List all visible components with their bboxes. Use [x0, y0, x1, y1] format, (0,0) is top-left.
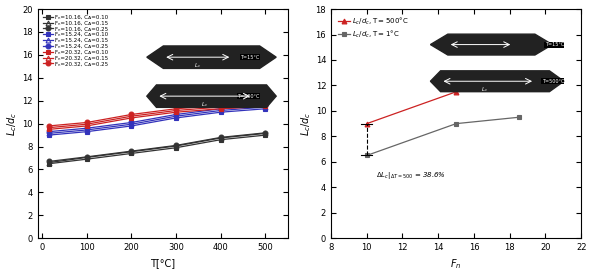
Line: Fₙ=10.16, Cᴀ=0.10: Fₙ=10.16, Cᴀ=0.10 [46, 133, 268, 166]
Fₙ=15.24, Cᴀ=0.15 [45, 132, 52, 135]
Fₙ=10.16, Cᴀ=0.10 [45, 162, 52, 165]
Fₙ=15.24, Cᴀ=0.25 [173, 113, 180, 116]
Fₙ=20.32, Cᴀ=0.25 [217, 104, 224, 107]
$L_c/d_c$, T= 500°C [363, 122, 370, 125]
X-axis label: $F_n$: $F_n$ [451, 258, 462, 271]
Fₙ=20.32, Cᴀ=0.15 [262, 102, 269, 106]
Fₙ=10.16, Cᴀ=0.10 [262, 134, 269, 137]
Line: Fₙ=20.32, Cᴀ=0.10: Fₙ=20.32, Cᴀ=0.10 [46, 104, 268, 132]
Legend: $L_c/d_c$, T= 500°C, $L_c/d_c$, T= 1°C: $L_c/d_c$, T= 500°C, $L_c/d_c$, T= 1°C [337, 15, 410, 40]
$L_c/d_c$, T= 500°C [515, 84, 522, 87]
Fₙ=20.32, Cᴀ=0.25 [173, 107, 180, 111]
Fₙ=10.16, Cᴀ=0.15 [217, 136, 224, 140]
Line: $L_c/d_c$, T= 1°C: $L_c/d_c$, T= 1°C [364, 115, 521, 158]
Fₙ=15.24, Cᴀ=0.25 [128, 121, 135, 124]
$L_c/d_c$, T= 1°C [452, 122, 459, 125]
Fₙ=10.16, Cᴀ=0.15 [262, 132, 269, 135]
Fₙ=10.16, Cᴀ=0.10 [83, 158, 91, 161]
Fₙ=20.32, Cᴀ=0.10 [128, 116, 135, 120]
Fₙ=15.24, Cᴀ=0.10 [83, 130, 91, 133]
Fₙ=15.24, Cᴀ=0.25 [262, 104, 269, 107]
Fₙ=10.16, Cᴀ=0.25 [45, 160, 52, 163]
Fₙ=15.24, Cᴀ=0.25 [83, 127, 91, 130]
Y-axis label: $L_c/d_c$: $L_c/d_c$ [299, 111, 313, 136]
Fₙ=10.16, Cᴀ=0.25 [83, 155, 91, 158]
Fₙ=10.16, Cᴀ=0.25 [262, 131, 269, 134]
Fₙ=10.16, Cᴀ=0.15 [45, 161, 52, 164]
Fₙ=15.24, Cᴀ=0.15 [262, 105, 269, 109]
Line: Fₙ=15.24, Cᴀ=0.25: Fₙ=15.24, Cᴀ=0.25 [46, 103, 268, 134]
Fₙ=20.32, Cᴀ=0.10 [173, 111, 180, 114]
Line: Fₙ=20.32, Cᴀ=0.15: Fₙ=20.32, Cᴀ=0.15 [46, 102, 268, 130]
Fₙ=15.24, Cᴀ=0.15 [173, 114, 180, 118]
Line: Fₙ=10.16, Cᴀ=0.25: Fₙ=10.16, Cᴀ=0.25 [46, 130, 268, 164]
Fₙ=20.32, Cᴀ=0.15 [45, 126, 52, 129]
Fₙ=15.24, Cᴀ=0.10 [173, 116, 180, 120]
Fₙ=20.32, Cᴀ=0.25 [83, 121, 91, 124]
$L_c/d_c$, T= 1°C [515, 116, 522, 119]
Y-axis label: $L_c/d_c$: $L_c/d_c$ [5, 111, 20, 136]
Fₙ=15.24, Cᴀ=0.10 [262, 107, 269, 111]
Line: Fₙ=20.32, Cᴀ=0.25: Fₙ=20.32, Cᴀ=0.25 [46, 98, 268, 128]
Text: $\Delta L_c|_{\Delta T=500}$ = 38.6%: $\Delta L_c|_{\Delta T=500}$ = 38.6% [376, 170, 446, 181]
Fₙ=15.24, Cᴀ=0.15 [128, 122, 135, 126]
$L_c/d_c$, T= 1°C [363, 154, 370, 157]
Legend: Fₙ=10.16, Cᴀ=0.10, Fₙ=10.16, Cᴀ=0.15, Fₙ=10.16, Cᴀ=0.25, Fₙ=15.24, Cᴀ=0.10, Fₙ=1: Fₙ=10.16, Cᴀ=0.10, Fₙ=10.16, Cᴀ=0.15, Fₙ… [43, 14, 109, 67]
Fₙ=15.24, Cᴀ=0.25 [45, 130, 52, 133]
Fₙ=20.32, Cᴀ=0.10 [83, 124, 91, 128]
Fₙ=20.32, Cᴀ=0.25 [45, 124, 52, 128]
Fₙ=10.16, Cᴀ=0.10 [128, 152, 135, 155]
Fₙ=10.16, Cᴀ=0.15 [128, 150, 135, 153]
Fₙ=10.16, Cᴀ=0.25 [128, 150, 135, 153]
Fₙ=15.24, Cᴀ=0.10 [128, 124, 135, 128]
Line: $L_c/d_c$, T= 500°C: $L_c/d_c$, T= 500°C [364, 83, 521, 126]
Fₙ=20.32, Cᴀ=0.15 [217, 105, 224, 109]
Fₙ=10.16, Cᴀ=0.25 [173, 144, 180, 147]
Fₙ=10.16, Cᴀ=0.10 [173, 146, 180, 149]
Fₙ=20.32, Cᴀ=0.10 [45, 128, 52, 131]
Fₙ=10.16, Cᴀ=0.25 [217, 136, 224, 139]
Fₙ=15.24, Cᴀ=0.25 [217, 107, 224, 111]
Line: Fₙ=15.24, Cᴀ=0.15: Fₙ=15.24, Cᴀ=0.15 [46, 105, 268, 136]
$L_c/d_c$, T= 500°C [452, 90, 459, 93]
Fₙ=20.32, Cᴀ=0.25 [262, 99, 269, 102]
Fₙ=20.32, Cᴀ=0.15 [83, 122, 91, 126]
Fₙ=15.24, Cᴀ=0.10 [217, 111, 224, 114]
Fₙ=15.24, Cᴀ=0.15 [217, 109, 224, 112]
Fₙ=20.32, Cᴀ=0.10 [262, 105, 269, 108]
Fₙ=15.24, Cᴀ=0.10 [45, 134, 52, 137]
Fₙ=10.16, Cᴀ=0.15 [83, 156, 91, 159]
Fₙ=20.32, Cᴀ=0.15 [128, 114, 135, 118]
X-axis label: T[°C]: T[°C] [150, 258, 175, 268]
Fₙ=10.16, Cᴀ=0.15 [173, 144, 180, 148]
Fₙ=20.32, Cᴀ=0.10 [217, 107, 224, 111]
Line: Fₙ=10.16, Cᴀ=0.15: Fₙ=10.16, Cᴀ=0.15 [46, 131, 268, 165]
Fₙ=15.24, Cᴀ=0.15 [83, 128, 91, 132]
Line: Fₙ=15.24, Cᴀ=0.10: Fₙ=15.24, Cᴀ=0.10 [46, 106, 268, 138]
Fₙ=10.16, Cᴀ=0.10 [217, 138, 224, 141]
Fₙ=20.32, Cᴀ=0.25 [128, 113, 135, 116]
Fₙ=20.32, Cᴀ=0.15 [173, 109, 180, 112]
